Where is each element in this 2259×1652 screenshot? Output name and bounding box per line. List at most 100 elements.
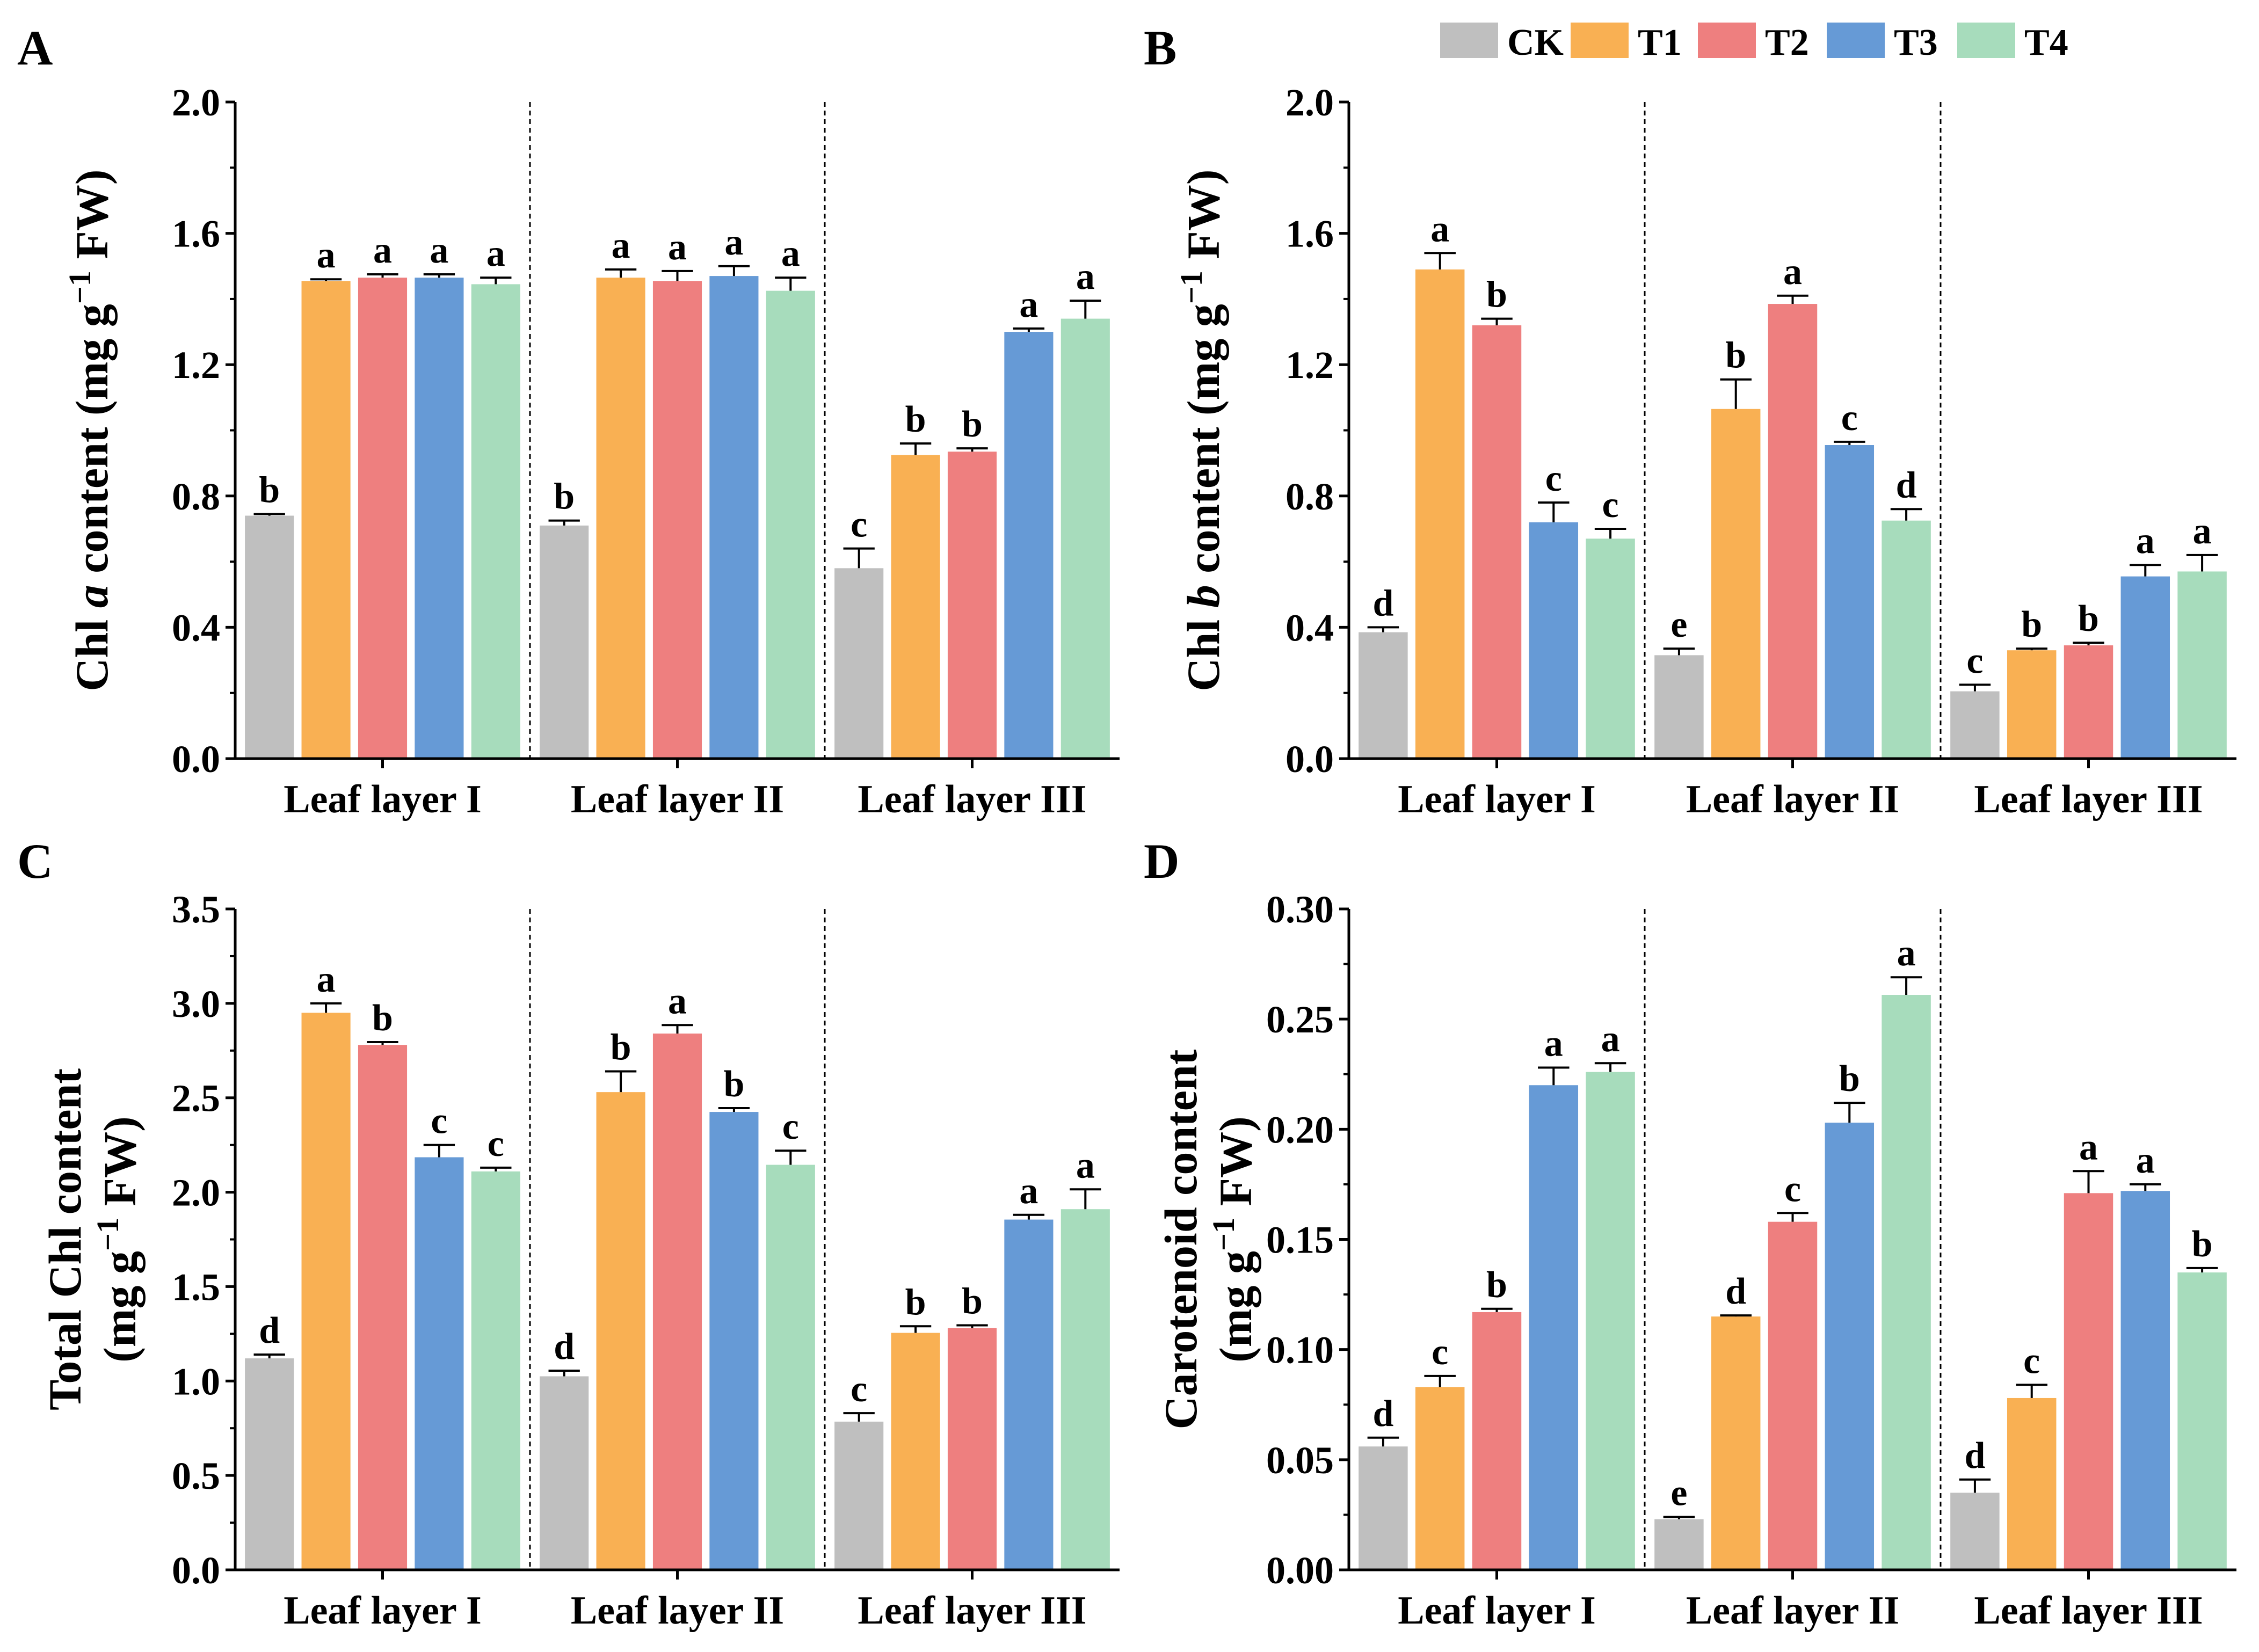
bar-t3-1 [1529,1085,1579,1570]
significance-letter: b [2021,604,2042,645]
legend-label-ck: CK [1507,22,1564,63]
significance-letter: b [1839,1058,1860,1100]
significance-letter: b [611,1027,631,1068]
bar-t3-3 [1004,1219,1054,1570]
y-tick-label: 0.4 [1285,606,1334,649]
significance-letter: b [962,404,983,445]
x-tick-label: Leaf layer II [1686,777,1899,821]
significance-letter: a [1783,251,1802,293]
y-axis-title: Carotenoid content [1155,1049,1207,1429]
significance-letter: e [1670,604,1687,645]
significance-letter: d [554,1326,575,1367]
y-tick-label: 1.6 [172,213,220,256]
bar-ck-2 [1654,655,1704,759]
bar-t4-3 [2177,1272,2227,1570]
significance-letter: d [1725,1271,1746,1312]
significance-letter: b [905,1282,926,1323]
y-axis-title: Total Chl content [39,1068,91,1410]
x-tick-label: Leaf layer III [858,777,1086,821]
legend-label-t3: T3 [1894,22,1938,63]
y-tick-label: 1.5 [172,1265,220,1308]
y-tick-label: 0.20 [1266,1108,1334,1151]
bar-t3-1 [415,1157,464,1570]
significance-letter: a [668,980,687,1022]
significance-letter: a [612,225,630,266]
significance-letter: a [486,233,505,274]
y-axis-title: Chl b content (mg g−1 FW) [1174,169,1230,691]
y-tick-label: 0.0 [1285,738,1334,781]
x-tick-label: Leaf layer I [284,777,482,821]
legend: CK T1 T2 T3 T4 [1440,22,2068,63]
significance-letter: c [1966,640,1983,681]
y-tick-label: 0.30 [1266,888,1334,931]
y-tick-label: 0.4 [172,606,220,649]
bar-ck-1 [245,1358,294,1570]
bar-t2-1 [1472,325,1522,759]
significance-letter: a [1019,284,1038,325]
significance-letter: a [2079,1126,2098,1168]
significance-letter: b [554,476,575,518]
bar-t1-1 [1415,1387,1465,1570]
significance-letter: a [1430,208,1449,250]
y-tick-label: 1.2 [1285,344,1334,387]
bar-t2-3 [2064,1193,2113,1570]
bar-t2-1 [1472,1312,1522,1570]
legend-swatch-t2 [1698,23,1756,58]
y-tick-label: 2.0 [172,1171,220,1214]
y-tick-label: 0.10 [1266,1329,1334,1372]
bar-t2-1 [358,1045,408,1570]
significance-letter: a [668,227,687,268]
significance-letter: a [1076,256,1095,297]
significance-letter: b [372,998,393,1039]
significance-letter: b [905,399,926,440]
bar-t1-3 [891,1333,940,1570]
x-tick-label: Leaf layer III [1974,1589,2203,1633]
bar-ck-1 [245,515,294,759]
bar-t4-2 [1882,520,1931,759]
bar-t1-2 [596,1092,645,1570]
legend-swatch-t1 [1571,23,1629,58]
panel-letter: C [17,834,53,889]
bar-t2-2 [1768,1221,1818,1570]
significance-letter: b [962,1281,983,1322]
legend-swatch-t3 [1827,23,1885,58]
significance-letter: a [2136,520,2155,562]
bar-ck-3 [1950,691,2000,759]
significance-letter: a [317,235,336,276]
bar-t2-1 [358,278,408,759]
panel-letter: B [1144,20,1176,75]
significance-letter: c [1841,397,1858,439]
y-tick-label: 1.2 [172,344,220,387]
y-tick-label: 0.25 [1266,998,1334,1041]
significance-letter: a [317,959,336,1000]
y-tick-label: 0.0 [172,738,220,781]
y-tick-label: 0.8 [172,475,220,518]
bar-t2-2 [1768,304,1818,759]
bar-t4-3 [2177,571,2227,759]
bar-t3-2 [709,1112,759,1570]
x-tick-label: Leaf layer II [571,1589,784,1633]
bar-t3-3 [2120,576,2170,759]
significance-letter: a [373,230,392,271]
y-tick-label: 2.5 [172,1077,220,1120]
bar-ck-1 [1359,632,1408,759]
significance-letter: c [1545,458,1562,499]
significance-letter: b [1486,1264,1507,1306]
significance-letter: d [1372,1393,1393,1435]
significance-letter: c [488,1123,504,1165]
bar-t1-3 [891,455,940,759]
bar-t1-2 [596,278,645,759]
y-tick-label: 0.8 [1285,475,1334,518]
y-tick-label: 0.05 [1266,1439,1334,1482]
y-tick-label: 3.0 [172,983,220,1025]
bar-t1-2 [1711,1316,1761,1570]
significance-letter: b [723,1064,744,1105]
bar-ck-3 [1950,1493,2000,1570]
significance-letter: a [1076,1145,1095,1186]
bar-t2-2 [652,1034,702,1570]
significance-letter: a [781,233,800,274]
bar-ck-1 [1359,1446,1408,1570]
x-tick-label: Leaf layer I [1398,777,1596,821]
legend-swatch-t4 [1957,23,2015,58]
bar-t1-3 [2007,650,2057,759]
